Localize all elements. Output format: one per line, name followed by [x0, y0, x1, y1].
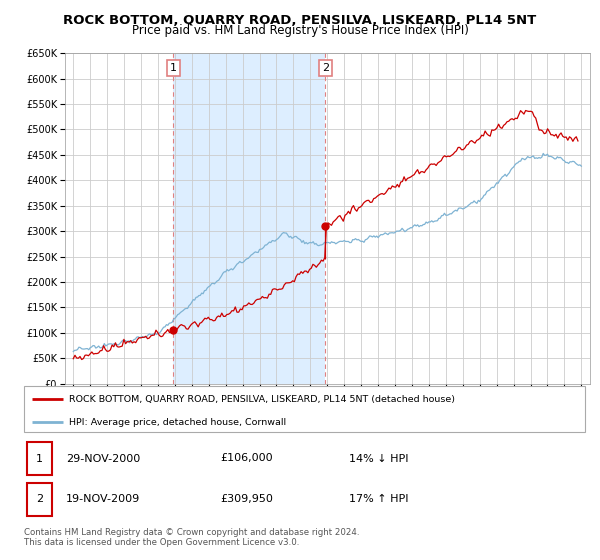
Text: £309,950: £309,950	[220, 494, 273, 505]
Text: 17% ↑ HPI: 17% ↑ HPI	[349, 494, 409, 505]
Text: £106,000: £106,000	[220, 454, 273, 464]
Text: ROCK BOTTOM, QUARRY ROAD, PENSILVA, LISKEARD, PL14 5NT (detached house): ROCK BOTTOM, QUARRY ROAD, PENSILVA, LISK…	[69, 395, 455, 404]
FancyBboxPatch shape	[24, 386, 585, 432]
Text: ROCK BOTTOM, QUARRY ROAD, PENSILVA, LISKEARD, PL14 5NT: ROCK BOTTOM, QUARRY ROAD, PENSILVA, LISK…	[64, 14, 536, 27]
Text: Contains HM Land Registry data © Crown copyright and database right 2024.
This d: Contains HM Land Registry data © Crown c…	[24, 528, 359, 547]
Text: HPI: Average price, detached house, Cornwall: HPI: Average price, detached house, Corn…	[69, 418, 286, 427]
Bar	[173, 53, 325, 384]
Text: Price paid vs. HM Land Registry's House Price Index (HPI): Price paid vs. HM Land Registry's House …	[131, 24, 469, 37]
Text: 29-NOV-2000: 29-NOV-2000	[66, 454, 140, 464]
Text: 14% ↓ HPI: 14% ↓ HPI	[349, 454, 409, 464]
Text: 1: 1	[36, 454, 43, 464]
Text: 2: 2	[36, 494, 43, 505]
FancyBboxPatch shape	[27, 483, 52, 516]
Text: 1: 1	[170, 63, 177, 73]
FancyBboxPatch shape	[27, 442, 52, 475]
Text: 2: 2	[322, 63, 329, 73]
Text: 19-NOV-2009: 19-NOV-2009	[66, 494, 140, 505]
